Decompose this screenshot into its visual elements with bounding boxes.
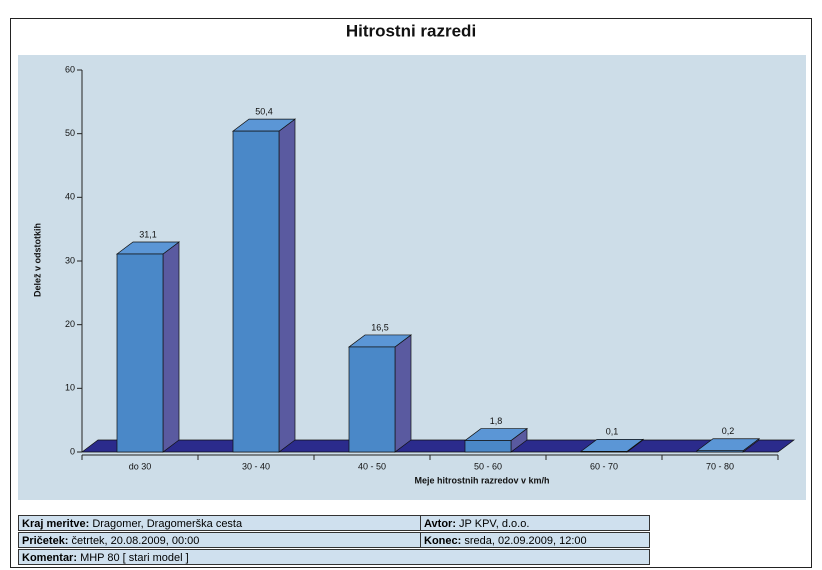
bar bbox=[464, 440, 512, 453]
bar bbox=[116, 253, 164, 453]
value-label: 50,4 bbox=[255, 106, 273, 116]
y-tick-label: 10 bbox=[65, 383, 75, 393]
y-tick-label: 20 bbox=[65, 319, 75, 329]
cell-label: Avtor: bbox=[424, 518, 456, 530]
table-row: Kraj meritve: Dragomer, Dragomerška cest… bbox=[18, 515, 650, 531]
value-label: 0,2 bbox=[722, 426, 735, 436]
chart-title: Hitrostni razredi bbox=[346, 21, 476, 40]
floor bbox=[80, 439, 796, 453]
cell-label: Komentar: bbox=[22, 552, 78, 564]
table-cell: Komentar: MHP 80 [ stari model ] bbox=[18, 549, 650, 565]
bar-side bbox=[394, 334, 412, 453]
table-cell: Pričetek: četrtek, 20.08.2009, 00:00 bbox=[18, 532, 421, 548]
y-tick-label: 0 bbox=[70, 446, 75, 456]
value-label: 1,8 bbox=[490, 416, 503, 426]
y-axis-title: Delež v odstotkih bbox=[32, 223, 42, 297]
y-tick-label: 40 bbox=[65, 192, 75, 202]
cell-value: MHP 80 [ stari model ] bbox=[80, 552, 189, 564]
y-tick-label: 30 bbox=[65, 255, 75, 265]
y-tick-label: 60 bbox=[65, 64, 75, 74]
cell-label: Konec: bbox=[424, 535, 462, 547]
bar bbox=[580, 451, 628, 453]
cell-value: četrtek, 20.08.2009, 00:00 bbox=[71, 535, 200, 547]
bar bbox=[232, 130, 280, 453]
x-axis-title: Meje hitrostnih razredov v km/h bbox=[414, 475, 549, 485]
x-tick-label: 70 - 80 bbox=[706, 461, 734, 471]
table-cell: Konec: sreda, 02.09.2009, 12:00 bbox=[420, 532, 650, 548]
chart: Hitrostni razredi Meje hitrostnih razred… bbox=[18, 21, 806, 500]
value-label: 16,5 bbox=[371, 322, 389, 332]
bar-side bbox=[162, 241, 180, 453]
x-tick-label: do 30 bbox=[129, 461, 152, 471]
cell-label: Pričetek: bbox=[22, 535, 69, 547]
y-tick-label: 50 bbox=[65, 128, 75, 138]
bar-side bbox=[278, 118, 296, 453]
x-tick-label: 30 - 40 bbox=[242, 461, 270, 471]
frame bbox=[10, 18, 812, 568]
value-label: 0,1 bbox=[606, 427, 619, 437]
value-label: 31,1 bbox=[139, 229, 157, 239]
table-row: Pričetek: četrtek, 20.08.2009, 00:00 Kone… bbox=[18, 532, 650, 548]
cell-value: JP KPV, d.o.o. bbox=[459, 518, 530, 530]
table-cell: Avtor: JP KPV, d.o.o. bbox=[420, 515, 650, 531]
x-tick-label: 50 - 60 bbox=[474, 461, 502, 471]
bar bbox=[696, 450, 744, 453]
table-row: Komentar: MHP 80 [ stari model ] bbox=[18, 549, 650, 565]
x-tick-label: 40 - 50 bbox=[358, 461, 386, 471]
table-cell: Kraj meritve: Dragomer, Dragomerška cest… bbox=[18, 515, 421, 531]
cell-value: Dragomer, Dragomerška cesta bbox=[92, 518, 243, 530]
cell-value: sreda, 02.09.2009, 12:00 bbox=[464, 535, 587, 547]
bar bbox=[348, 346, 396, 453]
cell-label: Kraj meritve: bbox=[22, 518, 90, 530]
x-tick-label: 60 - 70 bbox=[590, 461, 618, 471]
